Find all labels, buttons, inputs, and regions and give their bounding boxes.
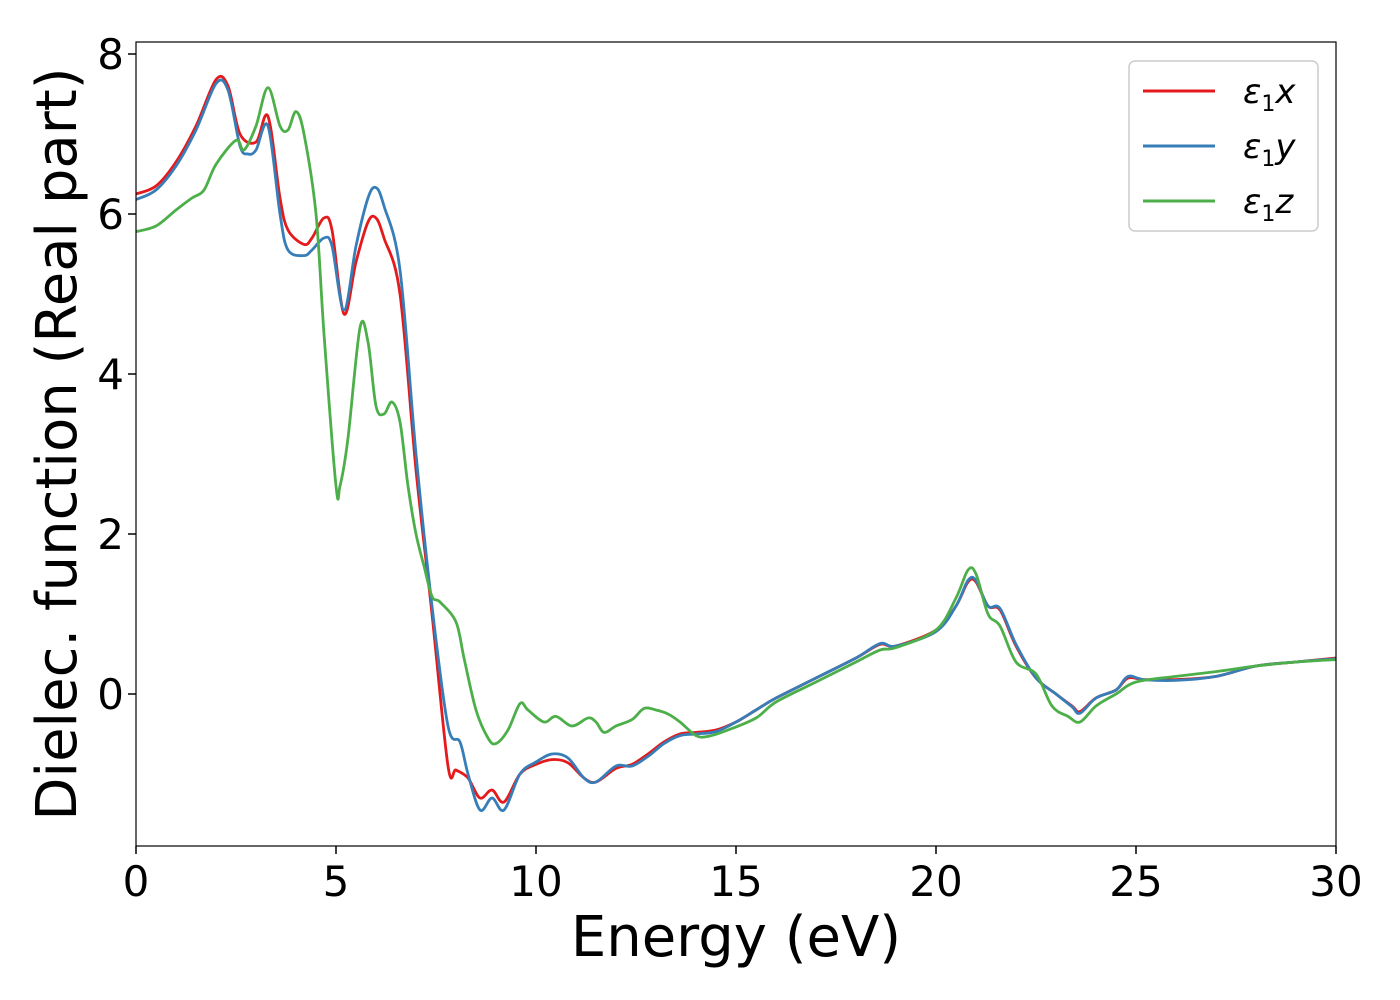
y-axis: 0 2 4 6 8 bbox=[97, 30, 136, 719]
x-axis: 0 5 10 15 20 25 30 bbox=[123, 846, 1363, 906]
y-axis-title: Dielec. function (Real part) bbox=[25, 67, 90, 820]
y-tick-label: 6 bbox=[97, 190, 124, 239]
x-tick-label: 30 bbox=[1309, 857, 1362, 906]
legend-label-z: ε1z bbox=[1243, 182, 1294, 227]
y-tick-label: 8 bbox=[97, 30, 124, 79]
legend-box bbox=[1128, 60, 1319, 232]
series-line-y bbox=[136, 78, 1336, 813]
x-tick-label: 25 bbox=[1109, 857, 1162, 906]
x-tick-label: 5 bbox=[323, 857, 350, 906]
legend: ε1x ε1y ε1z bbox=[1128, 60, 1319, 232]
x-tick-label: 15 bbox=[709, 857, 762, 906]
x-tick-label: 0 bbox=[123, 857, 150, 906]
x-tick-label: 20 bbox=[909, 857, 962, 906]
x-tick-label: 10 bbox=[509, 857, 562, 906]
series-line-z bbox=[136, 86, 1336, 746]
y-tick-label: 0 bbox=[97, 670, 124, 719]
y-tick-label: 4 bbox=[97, 350, 124, 399]
x-axis-title: Energy (eV) bbox=[571, 905, 901, 970]
legend-label-y: ε1y bbox=[1243, 127, 1296, 172]
series-layer bbox=[136, 74, 1336, 813]
legend-label-x: ε1x bbox=[1243, 72, 1296, 117]
y-tick-label: 2 bbox=[97, 510, 124, 559]
